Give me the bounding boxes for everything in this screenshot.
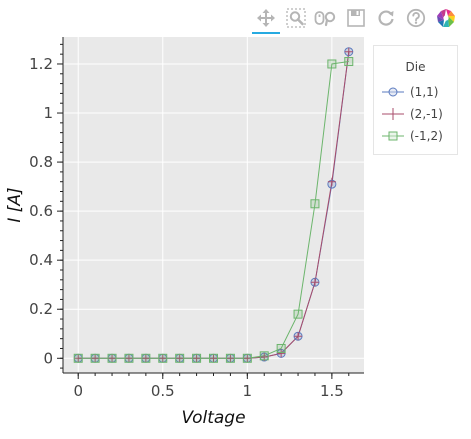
bokeh-logo[interactable] <box>432 5 460 31</box>
marker-cross <box>158 354 167 363</box>
y-tick-label: 0.2 <box>29 300 53 318</box>
save-icon <box>346 8 366 28</box>
marker-square <box>158 353 168 363</box>
marker-square <box>327 59 337 69</box>
marker-square <box>175 353 185 363</box>
legend-swatch-1-1 <box>382 87 404 97</box>
box-zoom-icon <box>286 8 306 28</box>
marker-cross <box>209 354 218 363</box>
legend-swatch-m1-2 <box>382 131 404 141</box>
legend-label-2-m1: (2,-1) <box>410 107 443 121</box>
legend-swatch-2-m1 <box>382 108 404 120</box>
marker-square <box>192 353 202 363</box>
save-tool[interactable] <box>342 5 370 31</box>
y-tick-label: 0.6 <box>29 202 53 220</box>
marker-square <box>107 353 117 363</box>
legend-item-2-m1[interactable]: (2,-1) <box>382 104 443 124</box>
wheel-zoom-tool[interactable] <box>312 5 340 31</box>
marker-cross <box>294 332 303 341</box>
y-tick-label: 0.8 <box>29 153 53 171</box>
marker-cross <box>310 278 319 287</box>
marker-cross <box>74 354 83 363</box>
marker-square <box>310 199 320 209</box>
x-tick-label: 1 <box>243 382 253 400</box>
y-tick-label: 1 <box>43 104 53 122</box>
marker-cross <box>277 349 286 358</box>
marker-cross <box>175 354 184 363</box>
plot-background <box>63 37 364 373</box>
marker-square <box>293 309 303 319</box>
marker-square <box>276 343 286 353</box>
pan-tool[interactable] <box>252 5 280 34</box>
marker-cross <box>141 354 150 363</box>
move-icon <box>256 8 276 28</box>
toolbar <box>252 4 462 34</box>
box-zoom-tool[interactable] <box>282 5 310 31</box>
help-tool[interactable] <box>402 5 430 31</box>
legend-label-1-1: (1,1) <box>410 85 439 99</box>
x-tick-label: 0.5 <box>151 382 175 400</box>
legend-item-1-1[interactable]: (1,1) <box>382 82 438 102</box>
marker-square <box>259 351 269 361</box>
marker-square <box>225 353 235 363</box>
marker-cross <box>91 354 100 363</box>
y-tick-label: 1.2 <box>29 55 53 73</box>
x-tick-label: 1.5 <box>320 382 344 400</box>
marker-cross <box>192 354 201 363</box>
wheel-zoom-icon <box>314 8 338 28</box>
legend-item-m1-2[interactable]: (-1,2) <box>382 126 443 146</box>
marker-square <box>90 353 100 363</box>
y-axis-label: I [A] <box>5 187 25 222</box>
marker-square <box>242 353 252 363</box>
marker-square <box>344 57 354 67</box>
marker-cross <box>344 47 353 56</box>
reset-icon <box>376 8 396 28</box>
x-axis-label: Voltage <box>181 408 245 428</box>
marker-cross <box>124 354 133 363</box>
marker-cross <box>108 354 117 363</box>
reset-tool[interactable] <box>372 5 400 31</box>
marker-cross <box>243 354 252 363</box>
marker-cross <box>226 354 235 363</box>
marker-square <box>124 353 134 363</box>
bokeh-logo-icon <box>436 8 456 28</box>
legend-label-m1-2: (-1,2) <box>410 129 443 143</box>
marker-square <box>73 353 83 363</box>
marker-square <box>141 353 151 363</box>
y-tick-label: 0.4 <box>29 251 53 269</box>
x-tick-label: 0 <box>73 382 83 400</box>
y-tick-label: 0 <box>43 349 53 367</box>
legend: Die (1,1) (2,-1) (-1,2) <box>373 45 458 155</box>
help-icon <box>406 8 426 28</box>
legend-title: Die <box>405 60 426 74</box>
marker-cross <box>327 177 336 186</box>
marker-square <box>209 353 218 363</box>
